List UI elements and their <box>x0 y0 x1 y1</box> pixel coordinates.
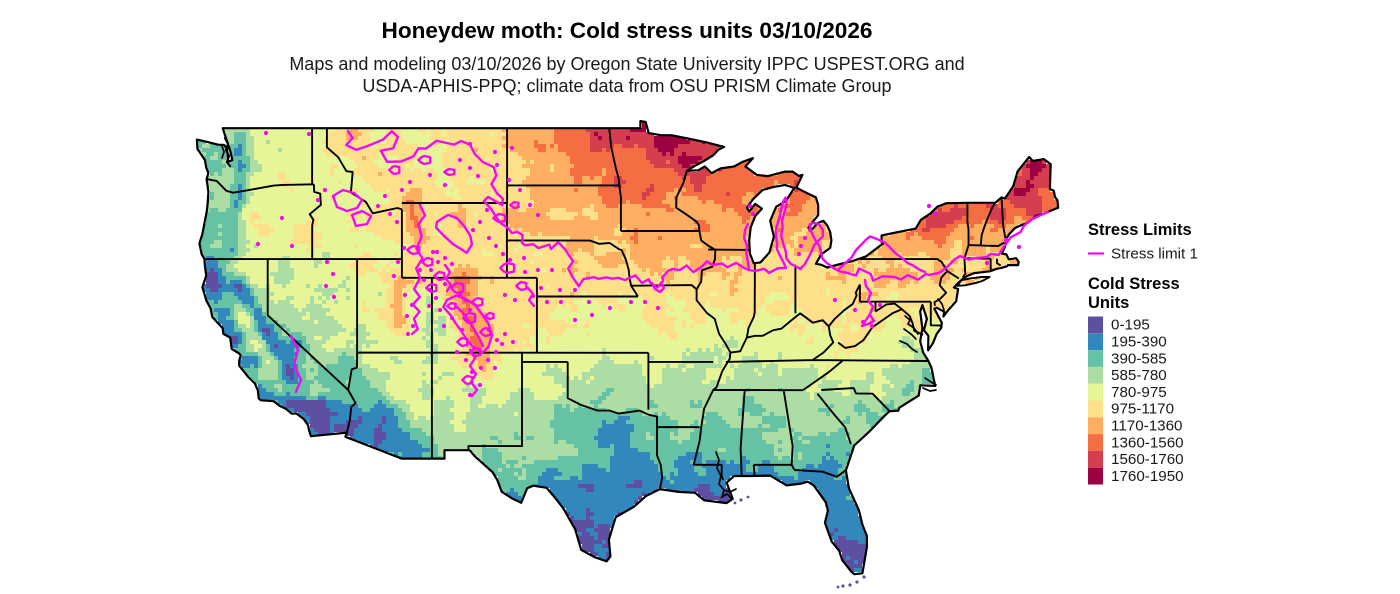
svg-text:975-1170: 975-1170 <box>1111 401 1174 418</box>
svg-text:195-390: 195-390 <box>1111 334 1167 351</box>
svg-text:1170-1360: 1170-1360 <box>1111 418 1183 435</box>
svg-text:585-780: 585-780 <box>1111 367 1167 384</box>
svg-text:780-975: 780-975 <box>1111 384 1167 401</box>
svg-text:USDA-APHIS-PPQ; climate data f: USDA-APHIS-PPQ; climate data from OSU PR… <box>362 76 891 96</box>
svg-text:Units: Units <box>1088 294 1129 312</box>
svg-text:1760-1950: 1760-1950 <box>1111 468 1184 485</box>
svg-text:1560-1760: 1560-1760 <box>1111 451 1184 468</box>
svg-text:Cold Stress: Cold Stress <box>1088 275 1180 293</box>
svg-text:Stress limit 1: Stress limit 1 <box>1111 246 1198 263</box>
svg-text:390-585: 390-585 <box>1111 350 1167 367</box>
svg-text:1360-1560: 1360-1560 <box>1111 434 1184 451</box>
svg-text:Honeydew moth: Cold stress uni: Honeydew moth: Cold stress units 03/10/2… <box>382 18 873 43</box>
svg-text:0-195: 0-195 <box>1111 317 1150 334</box>
svg-text:Stress Limits: Stress Limits <box>1088 221 1192 239</box>
svg-text:Maps and modeling 03/10/2026 b: Maps and modeling 03/10/2026 by Oregon S… <box>289 54 964 74</box>
